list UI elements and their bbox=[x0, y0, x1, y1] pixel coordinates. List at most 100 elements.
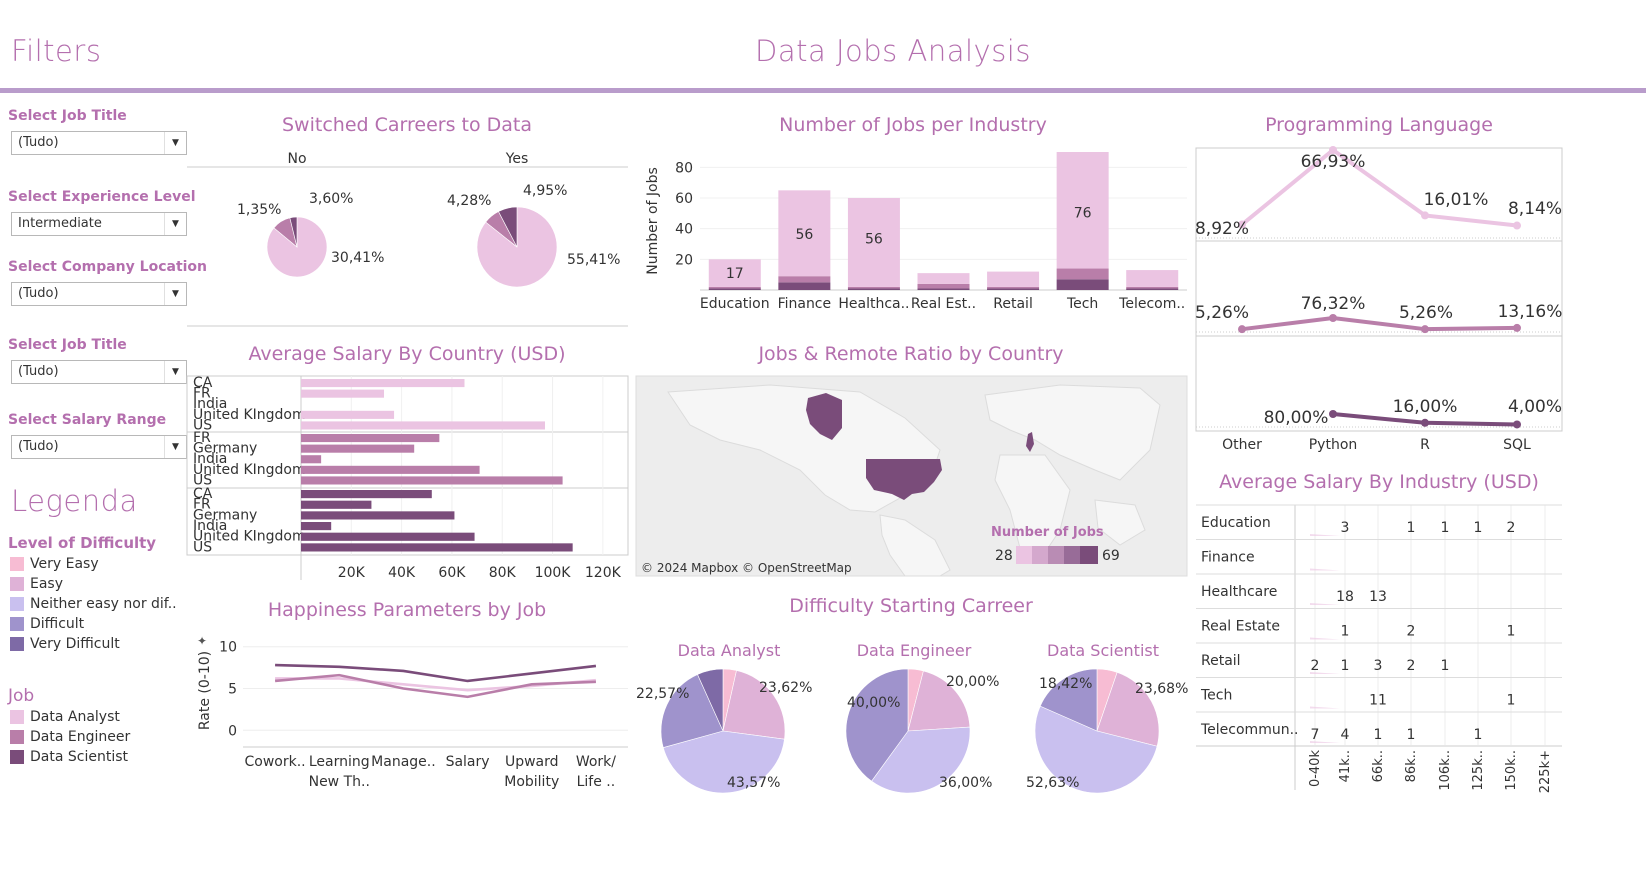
country-label: United KIngdom bbox=[193, 462, 306, 478]
map-legend-swatch bbox=[1048, 546, 1064, 564]
difficulty-pie-slice-label: 23,62% bbox=[759, 680, 812, 696]
company-location-select[interactable]: (Tudo) ▼ bbox=[11, 282, 187, 306]
filter-label-company-location: Select Company Location bbox=[8, 259, 208, 275]
country-label: FR bbox=[193, 497, 211, 513]
difficulty-panel-title: Data Analyst bbox=[678, 641, 781, 660]
programming-chart: 8,92% 66,93% 16,01% 8,14% 5,26% 76,32% 5,26% 13… bbox=[1195, 146, 1563, 453]
industry-bar-segment bbox=[1126, 270, 1179, 287]
difficulty-pie-slice-label: 23,68% bbox=[1135, 681, 1188, 697]
country-bar bbox=[301, 455, 322, 464]
programming-point bbox=[1513, 420, 1521, 429]
table-row-label: Finance bbox=[1201, 550, 1255, 566]
difficulty-panel-title: Data Scientist bbox=[1047, 641, 1159, 660]
difficulty-legend-item[interactable]: Very Easy bbox=[10, 556, 99, 572]
table-area-spark bbox=[1310, 672, 1480, 674]
difficulty-chart: Data Analyst 23,62% 43,57% 22,57% Data Engin… bbox=[636, 641, 1188, 794]
table-cell: 1 bbox=[1474, 520, 1483, 536]
difficulty-legend-item[interactable]: Neither easy nor dif.. bbox=[10, 596, 177, 612]
legend-item-label: Very Difficult bbox=[30, 636, 120, 652]
map-country-alaska[interactable] bbox=[806, 393, 842, 440]
industry-bar-segment bbox=[1056, 268, 1109, 280]
table-cell: 11 bbox=[1369, 693, 1387, 709]
map-panel[interactable]: © 2024 Mapbox © OpenStreetMap Number of … bbox=[635, 375, 1188, 577]
table-row-label: Tech bbox=[1200, 688, 1232, 704]
table-column-label: 41k.. bbox=[1338, 750, 1353, 782]
table-cell: 1 bbox=[1474, 727, 1483, 743]
table-column-label: 106k.. bbox=[1438, 750, 1453, 791]
table-cell: 3 bbox=[1341, 520, 1350, 536]
country-label: India bbox=[193, 396, 227, 412]
job-title-select[interactable]: (Tudo) ▼ bbox=[11, 131, 187, 155]
difficulty-legend-item[interactable]: Easy bbox=[10, 576, 63, 592]
programming-point bbox=[1421, 211, 1429, 220]
legend-item-label: Data Engineer bbox=[30, 729, 131, 745]
happiness-x-tick: New Th.. bbox=[309, 774, 370, 790]
table-cell: 3 bbox=[1374, 658, 1383, 674]
switched-no-slice-label: 1,35% bbox=[237, 202, 281, 218]
country-bar bbox=[301, 410, 395, 419]
map-legend-swatch bbox=[1064, 546, 1080, 564]
happiness-x-tick: Life .. bbox=[577, 774, 616, 790]
industry-y-axis-label: Number of Jobs bbox=[645, 167, 661, 275]
programming-data-label: 16,00% bbox=[1393, 397, 1458, 417]
table-column-label: 66k.. bbox=[1371, 750, 1386, 782]
difficulty-chart-title: Difficulty Starting Carreer bbox=[789, 595, 1033, 617]
table-row-label: Real Estate bbox=[1201, 619, 1280, 635]
table-area-spark bbox=[1310, 706, 1480, 709]
country-bar bbox=[301, 389, 385, 398]
difficulty-pie-slice-label: 22,57% bbox=[636, 686, 689, 702]
industry-y-tick: 60 bbox=[675, 191, 693, 207]
table-column-label: 150k.. bbox=[1504, 750, 1519, 791]
table-cell: 4 bbox=[1341, 727, 1350, 743]
country-bar bbox=[301, 511, 455, 520]
programming-point bbox=[1421, 325, 1429, 334]
map-country-uk[interactable] bbox=[1026, 432, 1034, 452]
industry-bar-segment bbox=[778, 190, 831, 277]
country-x-tick: 80K bbox=[489, 565, 517, 581]
map-country-us[interactable] bbox=[866, 459, 942, 500]
job-legend-item[interactable]: Data Scientist bbox=[10, 749, 128, 765]
difficulty-pie-slice-label: 52,63% bbox=[1026, 775, 1079, 791]
job-legend-item[interactable]: Data Engineer bbox=[10, 729, 130, 745]
difficulty-legend-item[interactable]: Very Difficult bbox=[10, 636, 120, 652]
industry-x-tick: Healthca.. bbox=[838, 296, 909, 312]
happiness-chart-title: Happiness Parameters by Job bbox=[268, 599, 546, 621]
happiness-x-tick: Work/ bbox=[576, 754, 616, 770]
programming-x-tick: Other bbox=[1222, 437, 1262, 453]
legend-item-label: Very Easy bbox=[30, 556, 99, 572]
legend-swatch bbox=[10, 730, 24, 744]
industry-data-label: 56 bbox=[795, 227, 813, 243]
table-cell: 1 bbox=[1407, 520, 1416, 536]
country-bar bbox=[301, 543, 573, 552]
industry-bar-segment bbox=[987, 288, 1040, 290]
industry-bar-segment bbox=[847, 198, 900, 287]
company-location-select-value: (Tudo) bbox=[18, 286, 59, 301]
industry-x-tick: Retail bbox=[993, 296, 1033, 312]
happiness-series-line bbox=[275, 663, 597, 683]
country-label: US bbox=[193, 539, 212, 555]
switched-yes-slice bbox=[498, 206, 518, 248]
country-bar bbox=[301, 476, 563, 485]
table-row-label: Telecommun.. bbox=[1200, 722, 1298, 738]
country-label: India bbox=[193, 518, 227, 534]
difficulty-legend-item[interactable]: Difficult bbox=[10, 616, 84, 632]
job-title-select-2[interactable]: (Tudo) ▼ bbox=[11, 360, 187, 384]
job-legend-item[interactable]: Data Analyst bbox=[10, 709, 120, 725]
difficulty-pie-slice bbox=[907, 670, 971, 732]
filter-label-salary-range: Select Salary Range bbox=[8, 412, 167, 428]
country-bar bbox=[301, 465, 480, 474]
switched-no-slice-label: 3,60% bbox=[309, 191, 353, 207]
industry-bar-segment bbox=[1056, 279, 1109, 290]
experience-level-select[interactable]: Intermediate ▼ bbox=[11, 212, 187, 236]
dashboard-title: Data Jobs Analysis bbox=[755, 34, 1031, 68]
difficulty-pie-slice bbox=[662, 730, 785, 794]
happiness-x-tick: Cowork.. bbox=[245, 754, 306, 770]
programming-x-tick: R bbox=[1420, 437, 1430, 453]
legend-swatch bbox=[10, 637, 24, 651]
industry-bar-segment bbox=[847, 288, 900, 290]
industry-x-tick: Tech bbox=[1066, 296, 1098, 312]
difficulty-pie-slice bbox=[660, 674, 724, 748]
map-credit: © 2024 Mapbox © OpenStreetMap bbox=[641, 561, 852, 575]
legend-swatch bbox=[10, 557, 24, 571]
programming-data-label: 5,26% bbox=[1195, 303, 1249, 323]
